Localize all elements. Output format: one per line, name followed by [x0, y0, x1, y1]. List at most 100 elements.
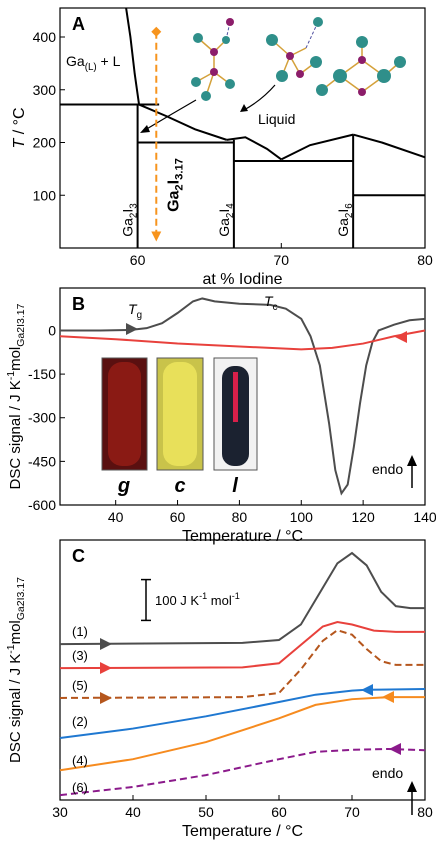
compound-label-part: 6: [344, 203, 355, 209]
y-axis-label-part: -1: [5, 371, 17, 380]
series-line: [280, 133, 354, 161]
series-line: [226, 136, 282, 161]
tg-label: Tg: [128, 301, 142, 321]
series-line: [59, 551, 425, 646]
tg-label-part: g: [137, 310, 142, 321]
y-axis-label-part: DSC signal / J K: [7, 380, 24, 489]
photo-liquid-glow: [233, 372, 238, 422]
y-tick-label: -150: [28, 366, 56, 382]
photo-crystal-tube: [163, 362, 197, 466]
compound-label-part: Ga: [216, 218, 232, 237]
sample-diamond: [151, 26, 162, 37]
x-tick-label: 50: [198, 804, 214, 820]
sample-label-part: 3.17: [173, 158, 185, 180]
panel-letter: B: [72, 294, 85, 314]
series-line: [125, 7, 141, 105]
y-axis-label-part: T: [11, 138, 28, 149]
compound-label: Ga2I3: [120, 203, 140, 237]
series-line: [59, 747, 426, 797]
plot-frame: [59, 287, 426, 506]
pointer-arrows: [144, 84, 276, 131]
y-tick-label: 200: [33, 135, 57, 151]
x-tick-label: 80: [232, 509, 248, 525]
y-tick-label: -600: [28, 497, 56, 513]
series-line: [60, 297, 426, 496]
series-line: [59, 629, 425, 699]
x-tick-label: 40: [108, 509, 124, 525]
series-line: [59, 687, 426, 739]
series-line: [59, 329, 426, 351]
compound-label-part: I: [216, 209, 232, 213]
y-axis-label-part: -1: [5, 644, 17, 653]
compound-label-part: 2: [225, 213, 236, 218]
compound-label-part: 4: [225, 203, 236, 209]
x-axis-label: Temperature / °C: [182, 823, 303, 840]
phase-label-part: (L): [85, 62, 97, 73]
series-label: (5): [72, 678, 88, 693]
y-tick-label: 400: [33, 29, 57, 45]
endo-label: endo: [372, 765, 403, 781]
y-tick-label: -300: [28, 410, 56, 426]
tg-label-part: T: [128, 301, 138, 317]
compound-label-part: I: [120, 209, 136, 213]
y-axis-label-part: Ga2I3.17: [15, 577, 27, 620]
tc-label-part: T: [264, 293, 274, 309]
x-tick-label: 70: [274, 252, 290, 268]
compound-label-part: Ga: [335, 218, 351, 237]
series-label: (6): [72, 780, 88, 795]
compound-label: Ga2I4: [216, 203, 236, 237]
tc-label: Tc: [264, 293, 278, 313]
sample-label-part: 2: [173, 184, 185, 190]
scale-label-part: 100 J K: [155, 593, 199, 608]
y-axis-label-part: DSC signal / J K: [7, 654, 24, 763]
series-label: (1): [72, 624, 88, 639]
liquid-label: Liquid: [258, 111, 295, 127]
decor: [100, 17, 417, 815]
x-tick-label: 70: [344, 804, 360, 820]
compound-label-part: 3: [129, 203, 140, 209]
y-tick-label: 300: [33, 82, 57, 98]
series-line: [59, 696, 425, 772]
molecule-atoms-ga: [210, 18, 366, 96]
x-axis-label: at % Iodine: [202, 271, 282, 288]
sample-label-part: I: [165, 180, 182, 184]
phase-label: Ga(L) + L: [66, 53, 121, 73]
y-axis-label-part: mol: [7, 620, 24, 644]
y-axis-label-part: Ga2I3.17: [15, 303, 27, 346]
photo-label: l: [232, 475, 238, 497]
compound-label-part: Ga: [120, 218, 136, 237]
y-axis-label-part: / °C: [11, 107, 28, 138]
endo-heads: [407, 455, 417, 792]
series-line: [352, 133, 426, 159]
y-tick-label: -450: [28, 453, 56, 469]
series-line: [138, 103, 228, 141]
phase-label-part: + L: [97, 53, 121, 69]
molecule-atoms-i: [191, 17, 406, 101]
scale-label-part: -1: [199, 591, 207, 601]
sample-arrowhead: [151, 231, 162, 242]
sample-label-part: Ga: [165, 190, 182, 211]
phase-label-part: Ga: [66, 53, 85, 69]
compound-label-part: 2: [129, 213, 140, 218]
series-label: (4): [72, 753, 88, 768]
x-tick-label: 60: [170, 509, 186, 525]
x-tick-label: 80: [417, 252, 433, 268]
panel-letter: C: [72, 546, 85, 566]
compound-label: Ga2I6: [335, 203, 355, 237]
y-axis-label-part: mol: [7, 347, 24, 371]
plot-frame: [59, 539, 426, 801]
compound-label-part: I: [335, 209, 351, 213]
photo-glass-tube: [108, 362, 141, 466]
series-line: [59, 621, 425, 670]
x-tick-label: 80: [417, 804, 433, 820]
y-tick-label: 100: [33, 187, 57, 203]
scale-label-part: mol: [207, 593, 232, 608]
compound-label-part: 2: [344, 213, 355, 218]
series-label: (2): [72, 714, 88, 729]
x-axis-label: Temperature / °C: [182, 528, 303, 545]
scale-label: 100 J K-1 mol-1: [155, 591, 240, 608]
pointer-heads: [140, 104, 248, 133]
tc-label-part: c: [273, 302, 278, 313]
x-tick-label: 140: [413, 509, 436, 525]
